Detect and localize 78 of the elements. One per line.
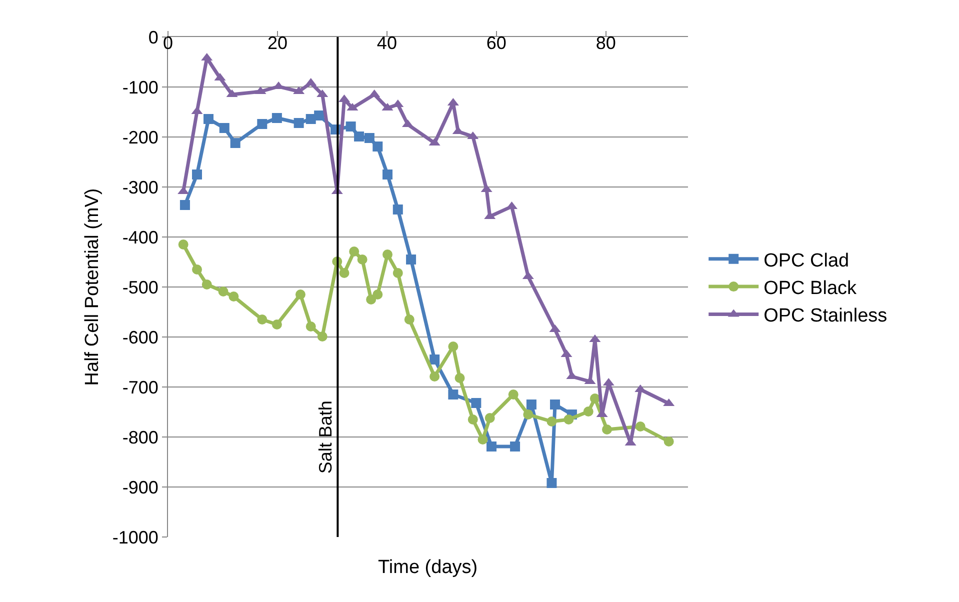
point bbox=[366, 294, 376, 304]
y-tick-label: -800 bbox=[122, 427, 158, 448]
point bbox=[471, 398, 482, 408]
y-tick-label: -200 bbox=[122, 127, 158, 148]
point bbox=[448, 342, 458, 352]
point bbox=[404, 314, 414, 324]
point bbox=[314, 110, 324, 120]
point bbox=[349, 246, 360, 256]
y-tick-label: -600 bbox=[122, 327, 158, 348]
point bbox=[508, 390, 518, 400]
point bbox=[372, 142, 383, 152]
point bbox=[546, 416, 557, 426]
x-tick-label: 40 bbox=[376, 33, 397, 53]
point bbox=[478, 434, 488, 444]
point bbox=[392, 268, 403, 278]
point bbox=[192, 264, 202, 274]
point bbox=[382, 170, 392, 180]
y-axis-title: Half Cell Potential (mV) bbox=[82, 188, 104, 386]
point bbox=[448, 390, 458, 400]
point bbox=[294, 118, 304, 128]
point bbox=[192, 170, 202, 180]
point bbox=[272, 320, 282, 330]
point bbox=[219, 123, 230, 133]
point bbox=[202, 280, 212, 290]
point bbox=[180, 200, 190, 210]
point bbox=[526, 400, 536, 410]
point bbox=[257, 119, 268, 129]
y-tick-label: -1000 bbox=[112, 527, 158, 548]
legend-label: OPC Stainless bbox=[764, 306, 888, 327]
x-axis-title: Time (days) bbox=[378, 557, 478, 578]
x-tick-label: 60 bbox=[486, 33, 506, 53]
y-tick-label: -300 bbox=[122, 177, 158, 198]
point bbox=[392, 204, 403, 214]
point bbox=[354, 132, 364, 142]
x-tick-label: 80 bbox=[596, 33, 616, 53]
point bbox=[590, 394, 600, 404]
point bbox=[228, 292, 239, 302]
y-tick-label: -500 bbox=[122, 277, 158, 298]
point bbox=[204, 114, 214, 124]
point bbox=[357, 254, 368, 264]
point bbox=[523, 410, 534, 420]
point bbox=[178, 240, 188, 250]
point bbox=[564, 414, 574, 424]
point bbox=[468, 414, 478, 424]
y-tick-label: -900 bbox=[122, 477, 158, 498]
y-tick-label: -400 bbox=[122, 227, 158, 248]
point bbox=[372, 290, 383, 300]
point bbox=[546, 478, 557, 488]
point bbox=[550, 400, 560, 410]
point bbox=[339, 268, 350, 278]
point bbox=[486, 442, 496, 452]
point bbox=[454, 373, 465, 383]
point bbox=[602, 424, 612, 434]
point bbox=[346, 122, 356, 132]
legend-label: OPC Clad bbox=[764, 250, 850, 272]
y-tick-label: -100 bbox=[122, 77, 158, 98]
point bbox=[230, 138, 240, 148]
x-tick-label: 0 bbox=[162, 33, 174, 53]
point bbox=[406, 254, 416, 264]
point bbox=[218, 286, 228, 296]
point bbox=[364, 133, 374, 143]
point bbox=[295, 290, 306, 300]
ref-line-label: Salt Bath bbox=[316, 400, 336, 474]
point bbox=[664, 436, 674, 446]
point bbox=[306, 322, 316, 332]
point bbox=[430, 372, 440, 382]
legend-label: OPC Black bbox=[764, 278, 858, 299]
point bbox=[317, 332, 328, 342]
point bbox=[484, 413, 495, 423]
point bbox=[272, 113, 282, 123]
point bbox=[257, 314, 268, 324]
x-tick-label: 20 bbox=[267, 33, 288, 53]
y-tick-label: -700 bbox=[122, 377, 158, 398]
point bbox=[510, 442, 520, 452]
point bbox=[583, 406, 594, 416]
point bbox=[382, 250, 392, 260]
point bbox=[635, 422, 646, 432]
point bbox=[430, 354, 440, 364]
